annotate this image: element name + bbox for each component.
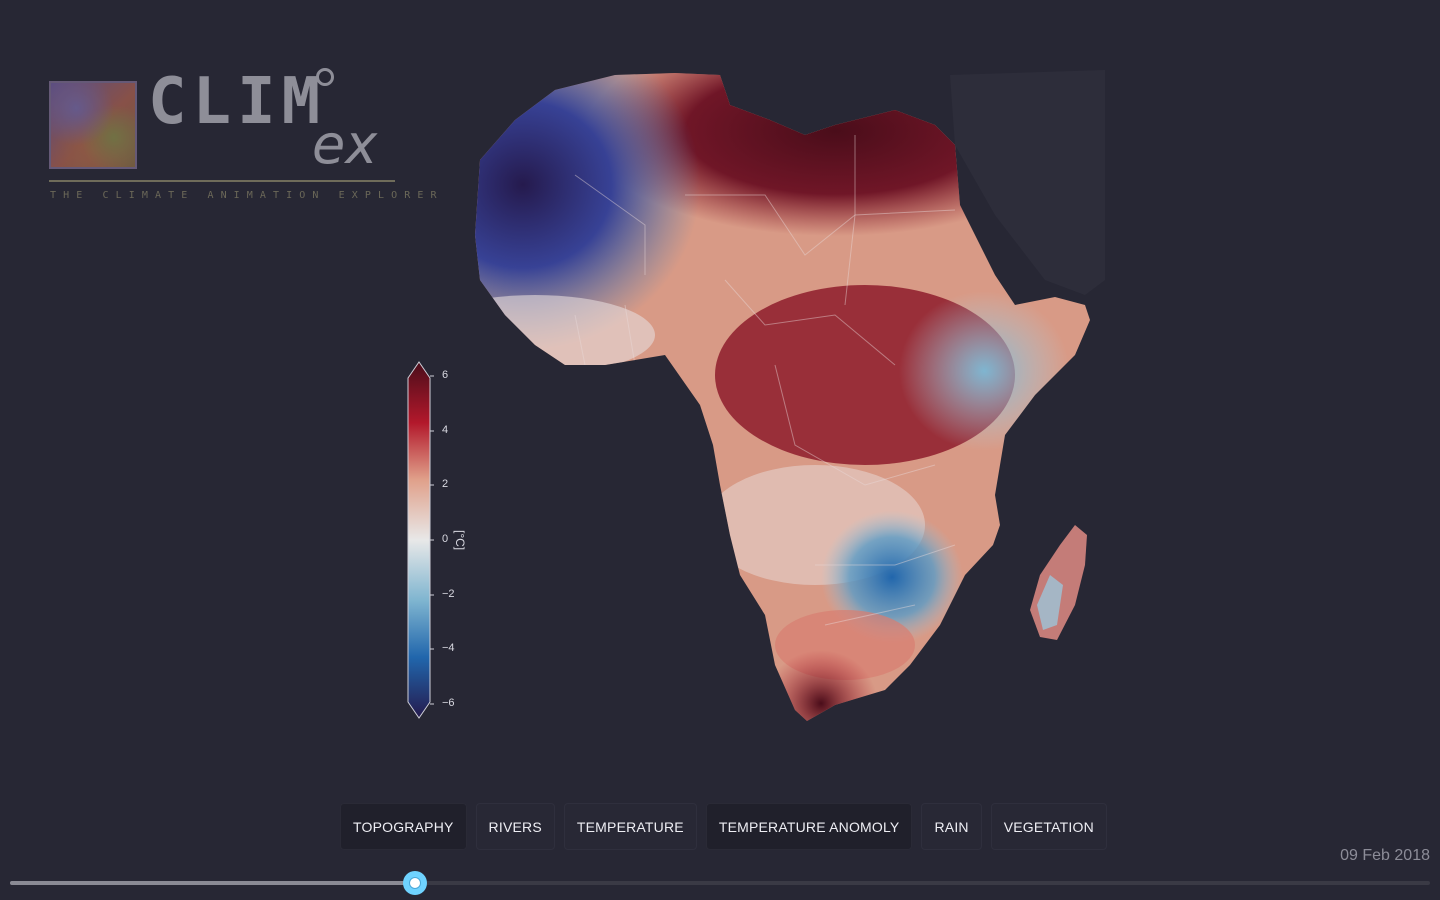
colorbar-tick: 2 [442,478,449,490]
colorbar-tick: 0 [442,533,449,545]
climex-logo: CLIM ex THE CLIMATE ANIMATION EXPLORER [48,65,437,206]
temperature-button[interactable]: TEMPERATURE [563,803,697,850]
logo-degree-icon [316,68,334,86]
colorbar-tick: −6 [442,697,455,709]
logo-main-text: CLIM [148,65,327,139]
africa-anomaly-map[interactable] [395,65,1105,730]
timeline-slider-fill [10,881,415,885]
logo-divider [49,180,395,182]
logo-thumbnail [49,81,137,169]
current-date: 09 Feb 2018 [1340,847,1430,864]
colorbar-tick: −4 [442,642,455,654]
colorbar-svg [407,361,434,719]
timeline-slider[interactable] [10,871,1430,895]
timeline-slider-thumb[interactable] [402,871,427,895]
map-svg [475,70,1105,721]
logo-suffix-text: ex [312,113,378,176]
colorbar-unit-label: [°C] [453,530,467,551]
vegetation-button[interactable]: VEGETATION [990,803,1107,850]
colorbar-legend: 6 4 2 0 −2 −4 −6 [°C] [405,360,485,725]
topography-button[interactable]: TOPOGRAPHY [340,803,467,850]
rivers-button[interactable]: RIVERS [475,803,555,850]
colorbar-tick: 6 [442,369,449,381]
colorbar-tick: 4 [442,424,449,436]
layer-button-bar: TOPOGRAPHY RIVERS TEMPERATURE TEMPERATUR… [340,803,1107,850]
temperature-anomaly-button[interactable]: TEMPERATURE ANOMOLY [705,803,913,850]
rain-button[interactable]: RAIN [921,803,982,850]
logo-tagline: THE CLIMATE ANIMATION EXPLORER [50,190,444,201]
colorbar-tick: −2 [442,588,455,600]
